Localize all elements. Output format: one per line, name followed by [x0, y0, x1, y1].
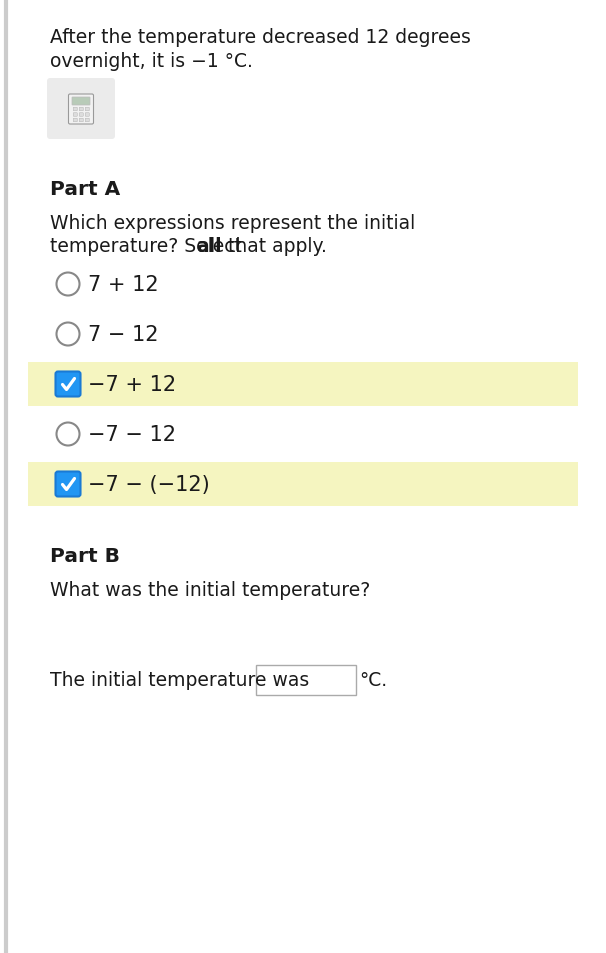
FancyBboxPatch shape [85, 119, 89, 123]
Text: overnight, it is −1 °C.: overnight, it is −1 °C. [50, 52, 253, 71]
Circle shape [56, 423, 79, 446]
FancyBboxPatch shape [73, 119, 77, 123]
FancyBboxPatch shape [56, 372, 81, 397]
FancyBboxPatch shape [28, 462, 578, 506]
Text: −7 + 12: −7 + 12 [88, 375, 176, 395]
FancyBboxPatch shape [28, 363, 578, 407]
Text: that apply.: that apply. [222, 236, 327, 255]
Text: What was the initial temperature?: What was the initial temperature? [50, 580, 370, 599]
FancyBboxPatch shape [79, 119, 83, 123]
Text: −7 − (−12): −7 − (−12) [88, 475, 210, 495]
Text: 7 + 12: 7 + 12 [88, 274, 159, 294]
FancyBboxPatch shape [79, 109, 83, 112]
Text: Part B: Part B [50, 546, 120, 565]
Circle shape [56, 274, 79, 296]
Text: After the temperature decreased 12 degrees: After the temperature decreased 12 degre… [50, 28, 471, 47]
Text: temperature? Select: temperature? Select [50, 236, 248, 255]
FancyBboxPatch shape [73, 113, 77, 117]
Text: −7 − 12: −7 − 12 [88, 424, 176, 444]
FancyBboxPatch shape [73, 109, 77, 112]
FancyBboxPatch shape [68, 95, 93, 125]
Text: The initial temperature was: The initial temperature was [50, 671, 315, 690]
FancyBboxPatch shape [85, 113, 89, 117]
FancyBboxPatch shape [72, 98, 90, 106]
Text: °C.: °C. [359, 671, 387, 690]
Text: 7 − 12: 7 − 12 [88, 325, 159, 345]
FancyBboxPatch shape [256, 665, 356, 696]
FancyBboxPatch shape [56, 472, 81, 497]
FancyBboxPatch shape [79, 113, 83, 117]
Text: Which expressions represent the initial: Which expressions represent the initial [50, 213, 415, 233]
Text: Part A: Part A [50, 180, 120, 199]
Circle shape [56, 323, 79, 346]
FancyBboxPatch shape [47, 79, 115, 140]
FancyBboxPatch shape [85, 109, 89, 112]
Text: all: all [196, 236, 221, 255]
